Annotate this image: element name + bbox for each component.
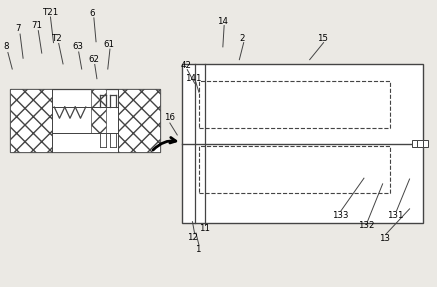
Bar bbox=[91, 90, 106, 152]
Text: 131: 131 bbox=[388, 211, 404, 220]
Bar bbox=[423, 139, 428, 148]
Bar bbox=[199, 81, 390, 128]
Text: 2: 2 bbox=[239, 34, 245, 43]
Text: 7: 7 bbox=[15, 24, 21, 33]
Bar bbox=[199, 146, 390, 193]
Text: 71: 71 bbox=[31, 21, 42, 30]
Bar bbox=[182, 64, 423, 223]
Bar bbox=[118, 90, 160, 152]
Text: 42: 42 bbox=[180, 61, 191, 70]
Text: 15: 15 bbox=[317, 34, 328, 43]
Text: 61: 61 bbox=[104, 40, 114, 49]
Text: 132: 132 bbox=[358, 222, 375, 230]
Text: 16: 16 bbox=[164, 113, 175, 123]
Bar bbox=[412, 139, 417, 148]
Text: 13: 13 bbox=[379, 234, 390, 243]
Text: T21: T21 bbox=[43, 8, 59, 17]
Bar bbox=[52, 133, 118, 152]
Text: 8: 8 bbox=[3, 42, 8, 51]
Text: 6: 6 bbox=[90, 9, 95, 18]
Text: 1: 1 bbox=[195, 245, 201, 254]
Text: 11: 11 bbox=[199, 224, 210, 233]
Text: 133: 133 bbox=[332, 211, 348, 220]
Text: 141: 141 bbox=[185, 74, 202, 83]
Text: T2: T2 bbox=[52, 34, 63, 43]
Text: 12: 12 bbox=[187, 233, 198, 242]
Bar bbox=[10, 90, 160, 152]
Bar bbox=[417, 139, 423, 148]
Text: 62: 62 bbox=[88, 55, 99, 64]
Text: 14: 14 bbox=[217, 17, 229, 26]
Bar bbox=[10, 90, 52, 152]
Text: 63: 63 bbox=[72, 42, 83, 51]
